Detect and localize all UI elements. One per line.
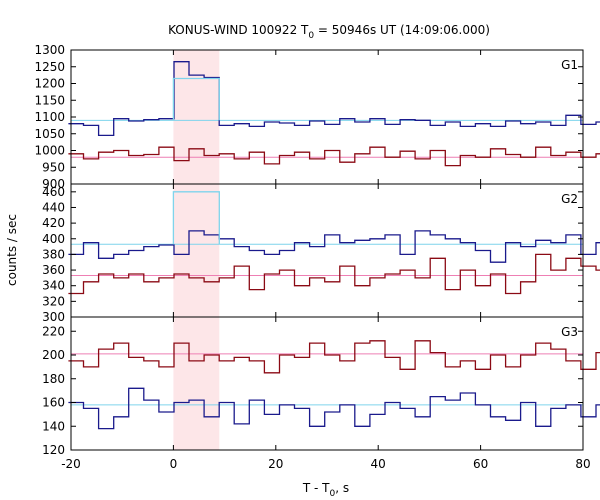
chart-title: KONUS-WIND 100922 T0 = 50946s UT (14:09:… [168, 23, 490, 41]
y-tick-label: 440 [42, 200, 65, 214]
y-tick-label: 420 [42, 216, 65, 230]
panel-label: G2 [561, 192, 578, 206]
x-tick-label: 80 [575, 457, 590, 471]
y-tick-label: 200 [42, 348, 65, 362]
series-upper-curve [68, 230, 600, 263]
x-axis-title: T - T0, s [302, 481, 349, 499]
panel-g1: 900 950 1000 1050 1100 1150 1200 1250 1300 G1 [34, 43, 600, 191]
y-tick-label: 160 [42, 396, 65, 410]
y-tick-label: 140 [42, 419, 65, 433]
x-axis-title-main: T - T [302, 481, 330, 495]
y-tick-label: 900 [42, 177, 65, 191]
y-tick-label: 1250 [34, 60, 65, 74]
y-tick-label: 400 [42, 232, 65, 246]
x-tick-label: -20 [61, 457, 81, 471]
y-tick-label: 360 [42, 263, 65, 277]
series-lower-curve [68, 253, 600, 295]
y-tick-label: 300 [42, 310, 65, 324]
y-tick-label: 950 [42, 160, 65, 174]
panel-frame [70, 49, 584, 185]
y-tick-label: 220 [42, 324, 65, 338]
panel-frame [70, 316, 584, 451]
y-tick-label: 380 [42, 247, 65, 261]
chart-title-rest: = 50946s UT (14:09:06.000) [314, 23, 490, 37]
x-tick-label: 20 [268, 457, 283, 471]
panel-label: G3 [561, 325, 578, 339]
y-axis-title: counts / sec [5, 214, 19, 286]
x-tick-label: 60 [473, 457, 488, 471]
y-tick-label: 1100 [34, 110, 65, 124]
series-lower-curve [68, 340, 600, 374]
panel-label: G1 [561, 58, 578, 72]
y-tick-label: 460 [42, 185, 65, 199]
burst-interval-fit-curve [172, 77, 220, 121]
y-tick-label: 1300 [34, 43, 65, 57]
y-tick-label: 1050 [34, 127, 65, 141]
chart-title-subscript: 0 [308, 31, 314, 41]
plot-area: 9009501000105011001150120012501300G13003… [34, 43, 600, 471]
y-tick-label: 1150 [34, 93, 65, 107]
burst-interval-shading [173, 50, 220, 450]
burst-interval-fit-curve [172, 191, 220, 245]
series-upper-curve [68, 387, 600, 430]
chart-title-main: KONUS-WIND 100922 T [168, 23, 309, 37]
x-axis-title-subscript: 0 [330, 489, 336, 499]
y-tick-label: 1200 [34, 77, 65, 91]
y-tick-label: 1000 [34, 144, 65, 158]
y-tick-label: 340 [42, 279, 65, 293]
x-tick-label: 0 [170, 457, 178, 471]
series-lower-curve [68, 146, 600, 167]
y-tick-label: 180 [42, 372, 65, 386]
y-tick-label: 320 [42, 294, 65, 308]
x-tick-label: 40 [371, 457, 386, 471]
panel-g3: 120 140 160 180 200 220 G3 [42, 316, 600, 457]
y-tick-label: 120 [42, 443, 65, 457]
x-axis-title-rest: , s [335, 481, 349, 495]
series-upper-curve [68, 61, 600, 137]
